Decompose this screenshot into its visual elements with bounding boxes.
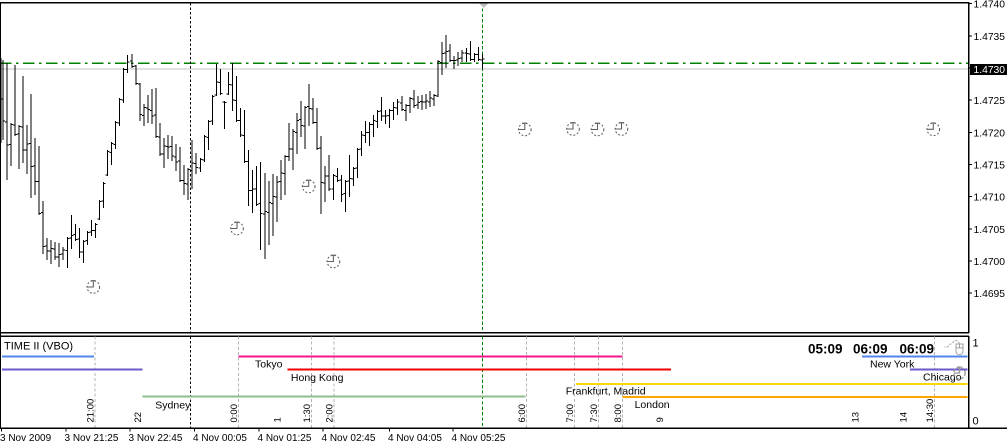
svg-text:Sydney: Sydney xyxy=(155,400,191,412)
svg-text:06:09: 06:09 xyxy=(900,342,935,357)
svg-text:7:00: 7:00 xyxy=(565,404,576,423)
svg-text:1.4695: 1.4695 xyxy=(974,289,1006,300)
svg-text:New York: New York xyxy=(870,359,915,371)
svg-text:1.4735: 1.4735 xyxy=(974,32,1006,43)
svg-text:1: 1 xyxy=(273,417,284,422)
svg-text:14:30: 14:30 xyxy=(925,399,936,423)
svg-text:Tokyo: Tokyo xyxy=(255,359,283,371)
svg-text:0:00: 0:00 xyxy=(229,404,240,423)
svg-text:1: 1 xyxy=(973,338,979,350)
svg-text:14: 14 xyxy=(899,412,910,423)
svg-text:4 Nov 00:05: 4 Nov 00:05 xyxy=(193,433,247,444)
svg-text:Hong Kong: Hong Kong xyxy=(291,372,344,384)
svg-text:1.4720: 1.4720 xyxy=(974,128,1006,139)
svg-text:06:09: 06:09 xyxy=(853,342,888,357)
svg-text:1.4705: 1.4705 xyxy=(974,225,1006,236)
svg-text:0: 0 xyxy=(973,416,979,428)
svg-text:4 Nov 05:25: 4 Nov 05:25 xyxy=(452,433,506,444)
svg-text:7:30: 7:30 xyxy=(589,404,600,423)
svg-text:2:00: 2:00 xyxy=(325,404,336,423)
svg-text:TIME II (VBO): TIME II (VBO) xyxy=(4,341,73,353)
svg-text:3 Nov 21:25: 3 Nov 21:25 xyxy=(65,433,119,444)
svg-text:22: 22 xyxy=(133,412,144,423)
svg-text:1.4740: 1.4740 xyxy=(974,0,1006,11)
svg-text:4 Nov 02:45: 4 Nov 02:45 xyxy=(322,433,376,444)
svg-text:4 Nov 04:05: 4 Nov 04:05 xyxy=(388,433,442,444)
svg-text:4 Nov 01:25: 4 Nov 01:25 xyxy=(258,433,312,444)
svg-text:London: London xyxy=(635,399,670,411)
svg-text:Frankfurt, Madrid: Frankfurt, Madrid xyxy=(566,386,646,398)
svg-text:05:09: 05:09 xyxy=(808,342,843,357)
svg-text:3 Nov 2009: 3 Nov 2009 xyxy=(0,433,52,444)
svg-text:3 Nov 22:45: 3 Nov 22:45 xyxy=(129,433,183,444)
svg-text:1.4700: 1.4700 xyxy=(974,257,1006,268)
svg-text:1.4715: 1.4715 xyxy=(974,161,1006,172)
svg-text:1.4725: 1.4725 xyxy=(974,96,1006,107)
svg-text:6:00: 6:00 xyxy=(517,404,528,423)
svg-text:13: 13 xyxy=(851,412,862,423)
svg-text:21:00: 21:00 xyxy=(85,399,96,423)
svg-text:1.4710: 1.4710 xyxy=(974,193,1006,204)
svg-text:Chicago: Chicago xyxy=(923,372,962,384)
svg-text:9: 9 xyxy=(655,417,666,422)
svg-text:8:00: 8:00 xyxy=(613,404,624,423)
svg-text:1.4730: 1.4730 xyxy=(974,65,1006,76)
svg-text:1:30: 1:30 xyxy=(302,404,313,423)
